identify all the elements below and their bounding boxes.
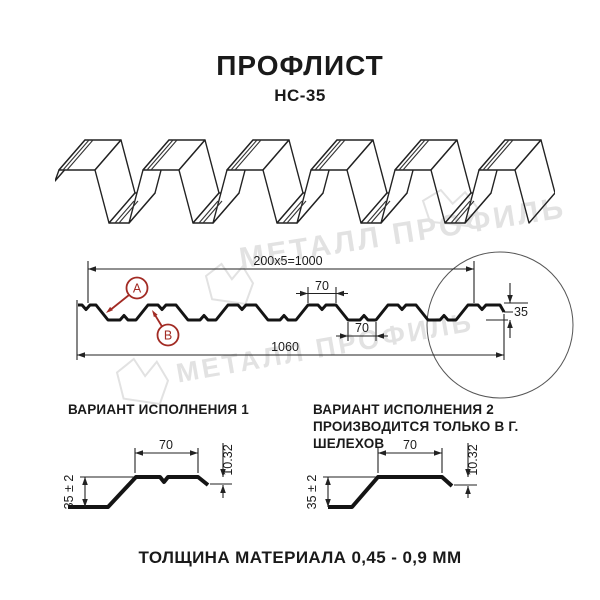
variant-1-dim-height: 35 ± 2 bbox=[62, 475, 76, 510]
dim-rib-top-width: 70 bbox=[315, 279, 329, 293]
variant-2-dim-height: 35 ± 2 bbox=[305, 475, 319, 510]
cross-section-drawing: 200x5=1000 1060 70 70 35 А В bbox=[76, 251, 574, 399]
variant-2-header: ВАРИАНТ ИСПОЛНЕНИЯ 2 ПРОИЗВОДИТСЯ ТОЛЬКО… bbox=[313, 401, 583, 452]
detail-zoom-circle bbox=[426, 251, 574, 399]
variant-2-dim-edge: 10.32 bbox=[466, 444, 480, 475]
profile-model-label: НС-35 bbox=[274, 86, 326, 105]
page-title: ПРОФЛИСТ bbox=[216, 50, 384, 81]
variant-1-dim-top: 70 bbox=[159, 440, 173, 452]
marker-b-label: В bbox=[164, 328, 172, 342]
variant-1-dim-edge: 10.32 bbox=[221, 444, 235, 475]
variant-2-note: ПРОИЗВОДИТСЯ ТОЛЬКО В Г. ШЕЛЕХОВ bbox=[313, 419, 519, 451]
variant-1-drawing: 70 35 ± 2 10.32 bbox=[62, 440, 235, 510]
marker-b-circle bbox=[156, 323, 180, 347]
sheet-3d-view bbox=[55, 139, 555, 224]
variant-1-title: ВАРИАНТ ИСПОЛНЕНИЯ 1 bbox=[68, 402, 249, 417]
dim-module-width: 200x5=1000 bbox=[253, 254, 322, 268]
material-thickness-note: ТОЛЩИНА МАТЕРИАЛА 0,45 - 0,9 ММ bbox=[138, 548, 462, 567]
variant-2-profile bbox=[328, 475, 454, 509]
variant-2-dim-top: 70 bbox=[403, 440, 417, 452]
stiffener-groove-lines bbox=[62, 139, 514, 171]
dim-profile-height: 35 bbox=[514, 305, 528, 319]
dim-rib-bottom-width: 70 bbox=[355, 321, 369, 335]
variant-2-drawing: 70 35 ± 2 10.32 bbox=[305, 440, 480, 510]
variant-1-profile bbox=[68, 475, 210, 509]
cross-section-profile bbox=[78, 303, 506, 322]
variant-2-title: ВАРИАНТ ИСПОЛНЕНИЯ 2 bbox=[313, 402, 494, 417]
marker-a-circle bbox=[125, 276, 149, 300]
marker-a-label: А bbox=[133, 281, 142, 295]
dim-overall-width: 1060 bbox=[271, 340, 299, 354]
